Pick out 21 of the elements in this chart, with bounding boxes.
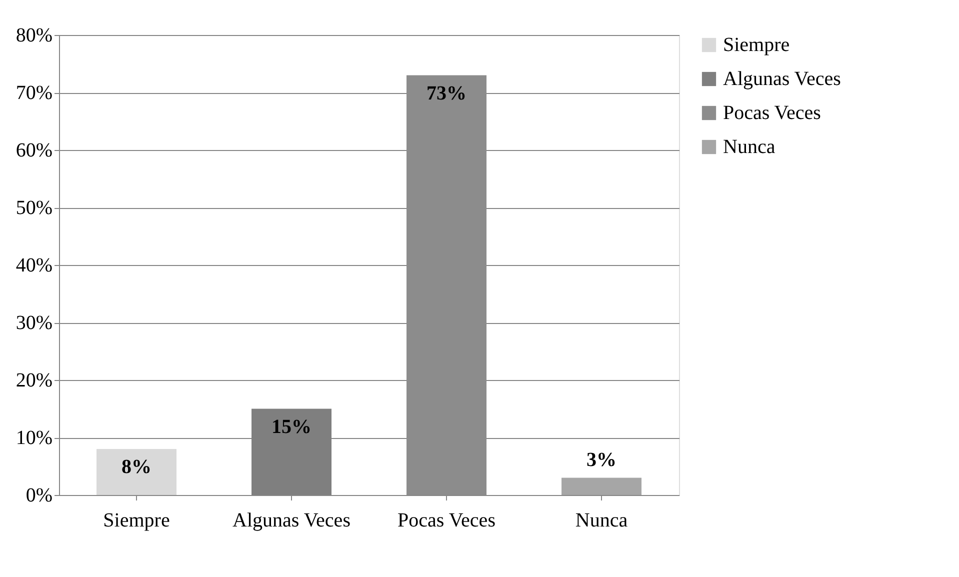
- y-tick-label: 10%: [16, 427, 52, 449]
- x-tick-label: Pocas Veces: [398, 510, 496, 532]
- legend-label: Siempre: [723, 34, 790, 56]
- data-label: 15%: [272, 416, 312, 438]
- y-tick-label: 20%: [16, 370, 52, 392]
- data-label: 8%: [122, 456, 152, 478]
- y-tick-label: 30%: [16, 312, 52, 334]
- legend-label: Algunas Veces: [723, 68, 842, 90]
- y-tick-label: 60%: [16, 140, 52, 162]
- data-label: 73%: [426, 82, 466, 104]
- y-tick-label: 40%: [16, 254, 52, 276]
- x-tick-label: Nunca: [575, 510, 628, 532]
- y-tick-label: 80%: [16, 24, 52, 46]
- x-tick-label: Siempre: [103, 510, 170, 532]
- legend-label: Nunca: [723, 136, 776, 158]
- y-tick-label: 70%: [16, 82, 52, 104]
- data-label: 3%: [586, 448, 616, 471]
- x-tick-label: Algunas Veces: [232, 510, 351, 532]
- y-tick-label: 0%: [26, 484, 52, 506]
- y-tick-label: 50%: [16, 197, 52, 219]
- legend-label: Pocas Veces: [723, 102, 822, 124]
